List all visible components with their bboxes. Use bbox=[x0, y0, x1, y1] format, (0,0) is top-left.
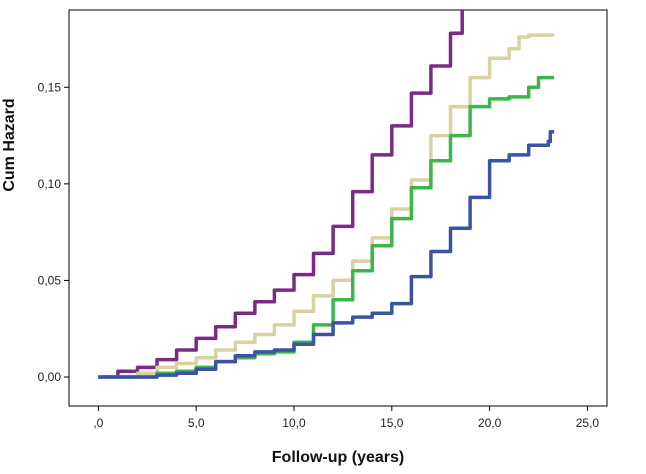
hazard-curve-2 bbox=[98, 33, 555, 379]
x-axis-ticks: ,0 5,0 10,0 15,0 20,0 25,0 bbox=[93, 406, 599, 430]
x-tick-label: 5,0 bbox=[188, 416, 205, 430]
x-tick-label: 10,0 bbox=[282, 416, 306, 430]
y-axis-ticks: 0,00 0,05 0,10 0,15 bbox=[38, 80, 69, 384]
x-tick-label: 15,0 bbox=[380, 416, 404, 430]
y-axis-title: Cum Hazard bbox=[1, 98, 18, 191]
y-tick-label: 0,10 bbox=[38, 177, 62, 191]
x-tick-label: 20,0 bbox=[478, 416, 502, 430]
hazard-curve-4 bbox=[98, 129, 555, 379]
x-axis-title: Follow-up (years) bbox=[272, 449, 404, 466]
x-tick-label: 25,0 bbox=[576, 416, 600, 430]
y-tick-label: 0,00 bbox=[38, 370, 62, 384]
x-tick-label: ,0 bbox=[93, 416, 103, 430]
plot-frame bbox=[68, 9, 608, 407]
hazard-curve-1 bbox=[98, 10, 464, 379]
hazard-curve-3 bbox=[98, 75, 555, 379]
y-tick-label: 0,15 bbox=[38, 80, 62, 94]
y-tick-label: 0,05 bbox=[38, 273, 62, 287]
hazard-curves bbox=[98, 10, 555, 379]
